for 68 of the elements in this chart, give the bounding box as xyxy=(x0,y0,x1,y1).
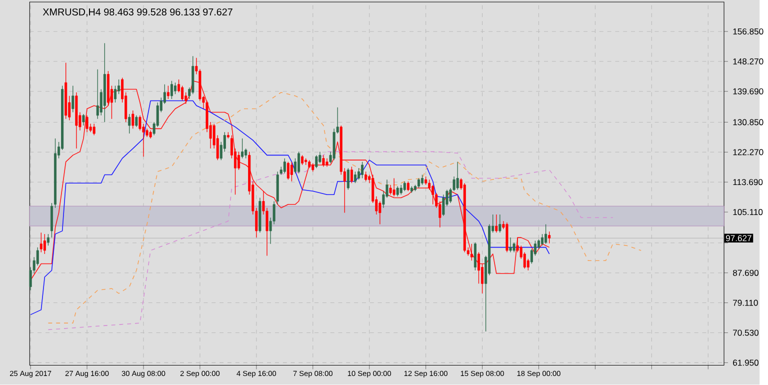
candlestick xyxy=(406,181,410,192)
candlestick xyxy=(283,158,286,174)
candlestick xyxy=(170,80,173,100)
candlestick xyxy=(181,86,184,102)
candlestick xyxy=(241,138,244,159)
candlestick xyxy=(509,237,512,253)
candlestick xyxy=(350,166,353,184)
candlestick xyxy=(495,214,498,234)
candlestick xyxy=(96,69,99,120)
candlestick xyxy=(346,168,350,190)
line-series xyxy=(48,92,642,324)
y-tick-label: 139.690 xyxy=(733,88,764,95)
candlestick xyxy=(354,171,356,184)
text: XMRUSD,H4 98.463 99.528 96.133 97.627 xyxy=(42,8,232,17)
candlestick xyxy=(92,124,96,136)
candlestick xyxy=(474,242,476,271)
candlestick xyxy=(358,168,360,180)
line-series xyxy=(30,100,550,316)
candlestick xyxy=(72,86,74,113)
candlestick xyxy=(541,234,544,246)
candlestick xyxy=(301,154,304,166)
candlestick xyxy=(378,201,382,225)
y-tick-label: 79.110 xyxy=(733,300,758,306)
candlestick xyxy=(544,224,548,244)
candlestick xyxy=(421,174,424,186)
ref-line-label: 97.627 xyxy=(726,235,752,242)
candlestick xyxy=(392,178,396,197)
candlestick xyxy=(498,214,502,234)
candlestick xyxy=(238,151,240,170)
line-series xyxy=(48,151,614,330)
candlestick xyxy=(86,115,88,133)
candlestick xyxy=(298,151,300,174)
candlestick xyxy=(318,151,322,164)
y-tick-label: 148.270 xyxy=(733,58,764,65)
candlestick xyxy=(477,252,480,284)
candlestick xyxy=(470,244,473,262)
candlestick xyxy=(361,162,364,179)
candlestick xyxy=(40,232,42,253)
y-tick-label: 122.270 xyxy=(733,149,764,156)
candlestick xyxy=(114,86,117,103)
candlestick xyxy=(244,148,248,159)
y-tick-label: 105.110 xyxy=(733,209,763,216)
candlestick xyxy=(43,234,46,254)
y-tick-label: 113.690 xyxy=(733,179,763,186)
candlestick xyxy=(396,186,399,197)
candlestick xyxy=(364,171,368,182)
candlestick xyxy=(290,162,293,182)
candlestick xyxy=(166,86,170,100)
candlestick xyxy=(174,82,177,95)
candlestick xyxy=(82,114,85,126)
candlestick xyxy=(548,231,551,244)
candlestick xyxy=(432,184,434,205)
candlestick xyxy=(135,115,138,128)
candlestick xyxy=(403,181,406,192)
candlestick xyxy=(456,162,459,190)
candlestick xyxy=(322,154,325,168)
y-tick-label: 130.850 xyxy=(733,119,764,126)
candlestick xyxy=(128,114,131,134)
candlestick xyxy=(417,178,420,188)
candlestick xyxy=(132,110,134,130)
candlestick xyxy=(400,184,402,196)
candlestick xyxy=(315,154,318,169)
y-tick-label: 61.950 xyxy=(733,360,758,366)
candlestick xyxy=(286,162,290,180)
y-tick-label: 70.530 xyxy=(733,330,758,336)
candlestick xyxy=(46,234,50,246)
y-tick-label: 156.850 xyxy=(733,28,764,35)
y-tick-label: 87.690 xyxy=(733,270,758,276)
